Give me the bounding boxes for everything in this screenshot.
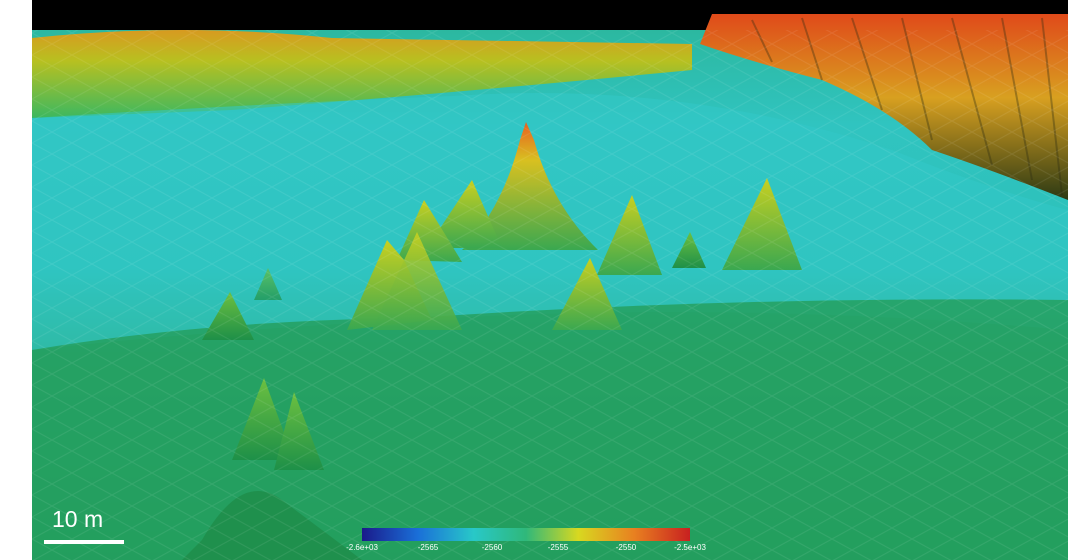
colorbar-ticks: -2.6e+03 -2565 -2560 -2555 -2550 -2.5e+0… bbox=[340, 543, 712, 557]
colorbar-tick-label: -2565 bbox=[417, 543, 439, 552]
scale-bar: 10 m bbox=[44, 506, 124, 546]
colorbar-tick-label: -2560 bbox=[481, 543, 503, 552]
colorbar-tick-label: -2555 bbox=[547, 543, 569, 552]
depth-colorbar bbox=[362, 528, 690, 541]
scale-bar-line bbox=[44, 540, 124, 544]
colorbar-tick-label: -2550 bbox=[615, 543, 637, 552]
terrain-render-viewport[interactable] bbox=[32, 0, 1068, 560]
scale-bar-label: 10 m bbox=[52, 506, 104, 532]
colorbar-tick-label: -2.6e+03 bbox=[346, 543, 378, 552]
seafloor-terrain-image bbox=[32, 0, 1068, 560]
colorbar-tick-label: -2.5e+03 bbox=[674, 543, 706, 552]
